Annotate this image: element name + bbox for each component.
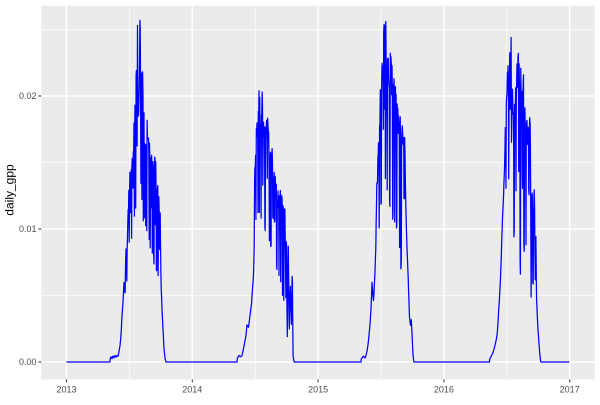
svg-text:2015: 2015 [308,384,328,394]
svg-text:2016: 2016 [434,384,454,394]
svg-text:0.00: 0.00 [19,357,37,367]
svg-text:daily_gpp: daily_gpp [3,164,17,216]
svg-text:0.02: 0.02 [19,91,37,101]
svg-text:2014: 2014 [182,384,202,394]
svg-text:0.01: 0.01 [19,224,37,234]
svg-text:2013: 2013 [56,384,76,394]
svg-text:2017: 2017 [560,384,580,394]
